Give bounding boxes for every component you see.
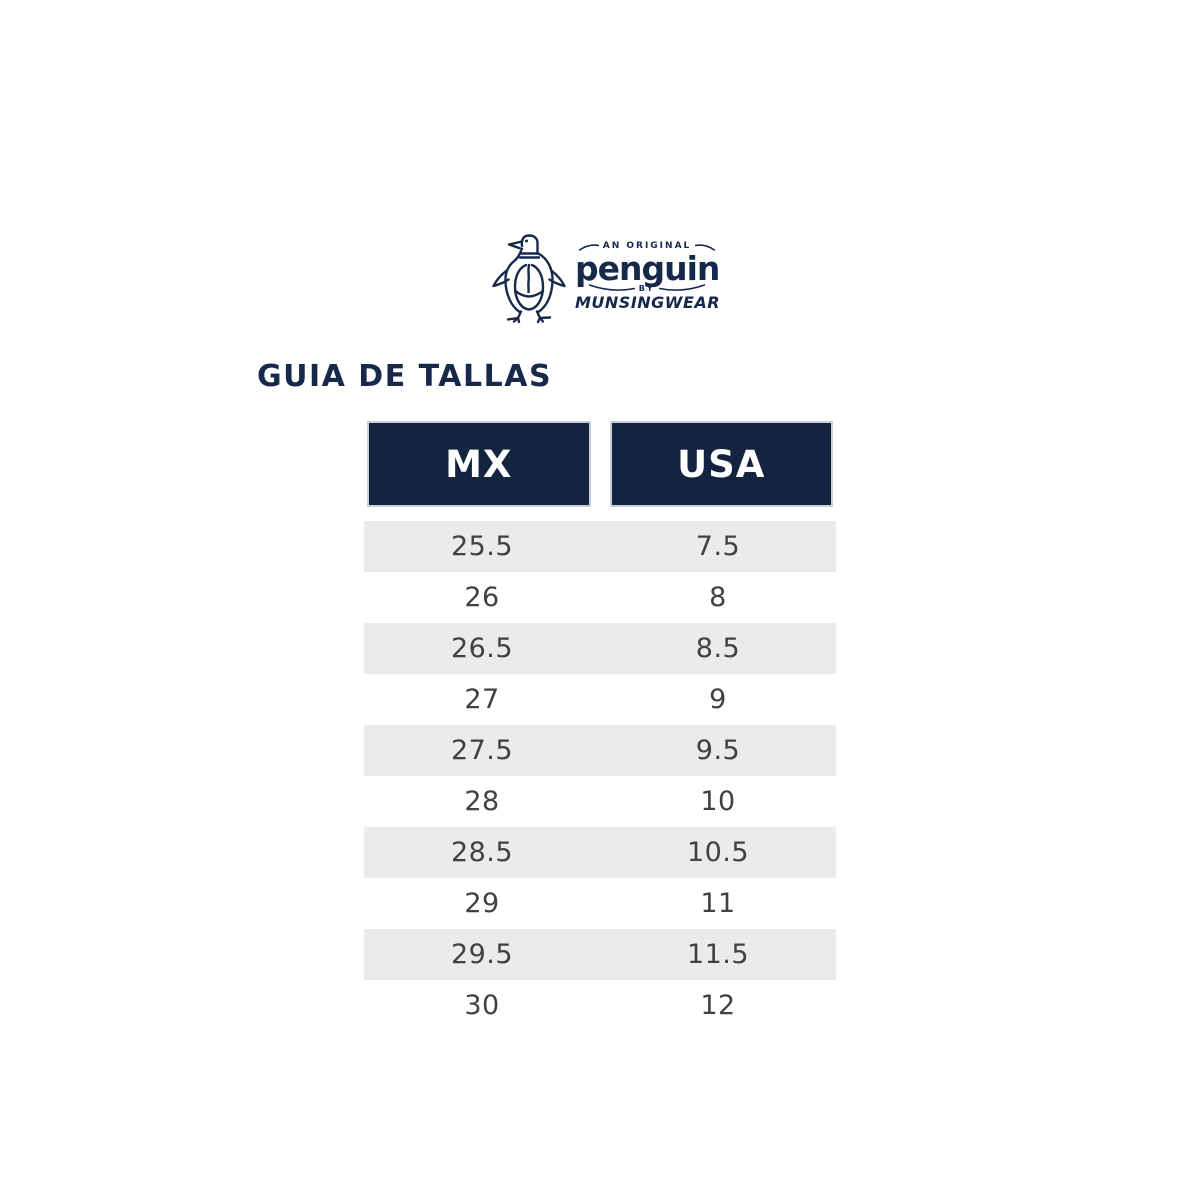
- cell-mx: 29.5: [450, 939, 514, 970]
- brand-tagline: AN ORIGINAL: [602, 241, 692, 251]
- table-body: 25.5 7.5 26 8 26.5 8.5 27 9 27.5 9.5 28 …: [364, 521, 836, 1031]
- cell-mx: 25.5: [450, 531, 514, 562]
- by-swash-right-icon: [659, 284, 706, 292]
- header-cell-mx: MX: [367, 421, 591, 507]
- table-row: 26.5 8.5: [364, 623, 836, 674]
- swash-right-icon: [695, 244, 716, 251]
- cell-mx: 27.5: [450, 735, 514, 766]
- size-table: MX USA 25.5 7.5 26 8 26.5 8.5 27 9 27.5 …: [364, 421, 836, 1031]
- penguin-mascot-icon: [492, 234, 566, 324]
- page-title: GUIA DE TALLAS: [257, 359, 553, 394]
- cell-usa: 11.5: [686, 939, 750, 970]
- table-row: 28.5 10.5: [364, 827, 836, 878]
- swash-left-icon: [578, 244, 599, 251]
- cell-usa: 9.5: [695, 735, 741, 766]
- cell-usa: 9: [709, 684, 727, 715]
- table-header-row: MX USA: [364, 421, 836, 507]
- table-row: 29.5 11.5: [364, 929, 836, 980]
- cell-usa: 10.5: [686, 837, 750, 868]
- cell-mx: 26: [464, 582, 500, 613]
- brand-wordmark: AN ORIGINAL penguin BY MUNSINGWEAR: [575, 232, 721, 313]
- table-row: 30 12: [364, 980, 836, 1031]
- cell-mx: 30: [464, 990, 500, 1021]
- cell-mx: 29: [464, 888, 500, 919]
- cell-usa: 8: [709, 582, 727, 613]
- cell-mx: 26.5: [450, 633, 514, 664]
- cell-mx: 27: [464, 684, 500, 715]
- cell-usa: 12: [700, 990, 736, 1021]
- table-row: 27.5 9.5: [364, 725, 836, 776]
- brand-logo: AN ORIGINAL penguin BY MUNSINGWEAR: [492, 232, 721, 324]
- cell-mx: 28.5: [450, 837, 514, 868]
- brand-name: penguin: [575, 249, 720, 288]
- cell-usa: 11: [700, 888, 736, 919]
- cell-usa: 10: [700, 786, 736, 817]
- cell-usa: 8.5: [695, 633, 741, 664]
- header-cell-usa: USA: [609, 421, 833, 507]
- table-row: 28 10: [364, 776, 836, 827]
- cell-usa: 7.5: [695, 531, 741, 562]
- table-row: 29 11: [364, 878, 836, 929]
- brand-by-label: BY: [638, 283, 656, 293]
- table-row: 25.5 7.5: [364, 521, 836, 572]
- brand-maker-name: MUNSINGWEAR: [575, 293, 721, 313]
- by-swash-left-icon: [588, 284, 635, 292]
- table-row: 27 9: [364, 674, 836, 725]
- table-row: 26 8: [364, 572, 836, 623]
- cell-mx: 28: [464, 786, 500, 817]
